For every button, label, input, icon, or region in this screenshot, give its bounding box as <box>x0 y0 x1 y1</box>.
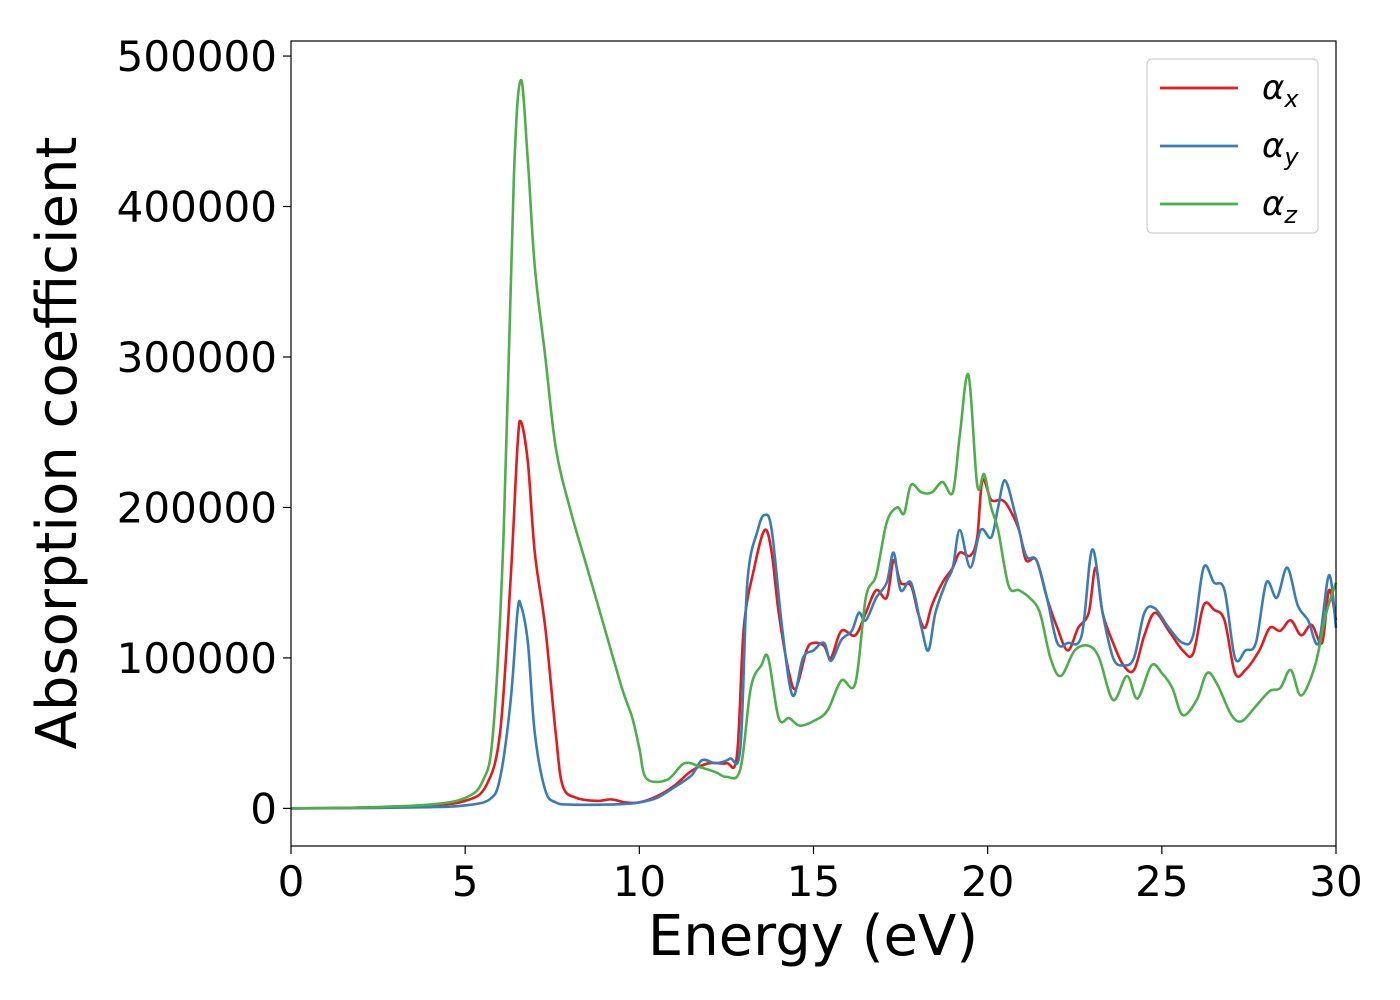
legend-label-y: αy <box>1262 126 1299 171</box>
series-line-z <box>290 78 1338 810</box>
x-tick-label: 30 <box>1309 857 1362 906</box>
x-axis-title: Energy (eV) <box>648 904 978 969</box>
y-tick-label: 200000 <box>117 483 277 532</box>
series-layer <box>290 78 1338 810</box>
y-tick-label: 100000 <box>117 634 277 683</box>
x-axis: 0 5 10 15 20 25 30 <box>278 846 1363 906</box>
series-line-x <box>290 419 1338 810</box>
x-tick-label: 10 <box>613 857 666 906</box>
y-tick-label: 500000 <box>117 32 277 81</box>
y-axis: 0 100000 200000 300000 400000 500000 <box>117 32 291 833</box>
y-tick-label: 400000 <box>117 183 277 232</box>
x-tick-label: 20 <box>961 857 1014 906</box>
x-tick-label: 0 <box>278 857 305 906</box>
y-tick-label: 0 <box>250 784 277 833</box>
y-axis-title: Absorption coefficient <box>25 137 90 750</box>
legend-label-x: αx <box>1262 68 1299 113</box>
legend-label-z: αz <box>1262 184 1298 229</box>
series-line-y <box>290 479 1338 810</box>
x-tick-label: 5 <box>452 857 479 906</box>
x-tick-label: 15 <box>787 857 840 906</box>
y-tick-label: 300000 <box>117 333 277 382</box>
x-tick-label: 25 <box>1135 857 1188 906</box>
legend: αx αy αz <box>1146 58 1319 234</box>
